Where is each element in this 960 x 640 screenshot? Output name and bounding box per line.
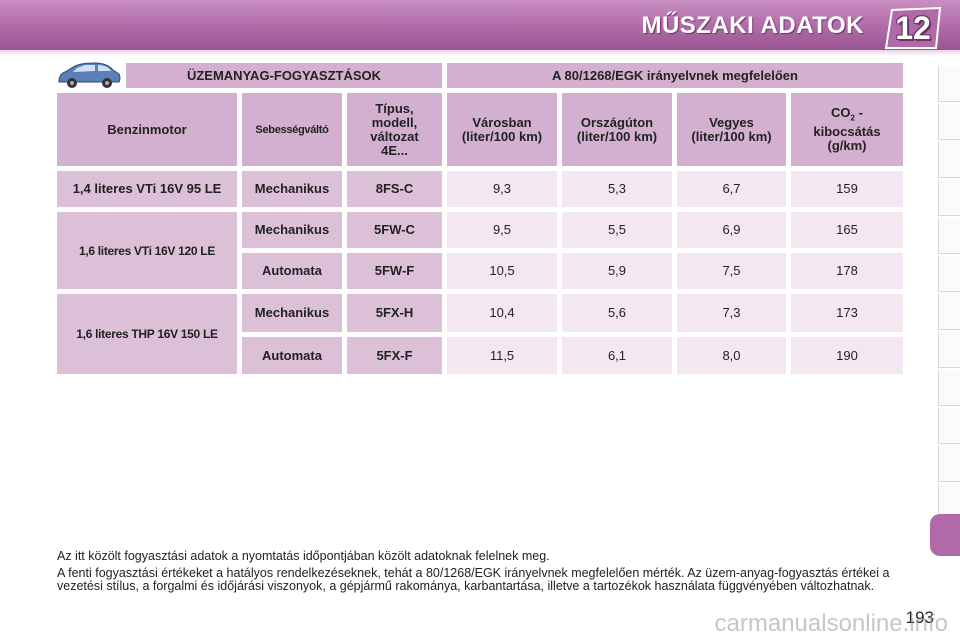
footer-note: Az itt közölt fogyasztási adatok a nyomt… [57, 549, 550, 563]
co2-suffix: - [855, 104, 863, 120]
table-row-co2: 159 [791, 171, 903, 207]
table-row-urban: 10,5 [447, 253, 557, 289]
watermark: carmanualsonline.info [714, 610, 948, 637]
table-row-gearbox: Mechanikus [242, 212, 342, 248]
col-header-extra-line: Országúton [580, 114, 654, 130]
side-tab-active[interactable] [930, 514, 960, 556]
col-header-extra-line: (liter/100 km) [576, 128, 658, 144]
table-row-type: 5FW-C [347, 212, 442, 248]
chapter-badge-icon [884, 6, 942, 49]
co2-subscript: 2 [850, 113, 855, 123]
col-header-co2: CO2 - kibocsátás (g/km) [791, 93, 903, 166]
side-tab[interactable] [938, 370, 960, 406]
table-row-extra: 5,6 [562, 294, 672, 332]
side-tab[interactable] [938, 180, 960, 216]
engine-label: 1,6 literes THP 16V 150 LE [57, 294, 237, 374]
col-header-engine: Benzinmotor [57, 93, 237, 166]
col-header-combined-line: Vegyes [709, 114, 754, 130]
page-number: 193 [905, 608, 934, 627]
side-tab[interactable] [938, 256, 960, 292]
engine-label: 1,4 literes VTi 16V 95 LE [57, 171, 237, 207]
table-row-type: 8FS-C [347, 171, 442, 207]
table-row-type: 5FW-F [347, 253, 442, 289]
table-row-extra: 5,9 [562, 253, 672, 289]
col-header-type: Típus, modell, változat 4E... [347, 93, 442, 166]
col-header-urban: Városban (liter/100 km) [447, 93, 557, 166]
col-header-extra-urban: Országúton (liter/100 km) [562, 93, 672, 166]
side-tab[interactable] [938, 66, 960, 102]
engine-label: 1,6 literes VTi 16V 120 LE [57, 212, 237, 289]
group-header-directive: A 80/1268/EGK irányelvnek megfelelően [447, 63, 903, 88]
table-row-urban: 10,4 [447, 294, 557, 332]
car-icon [58, 62, 121, 88]
table-row-urban: 9,3 [447, 171, 557, 207]
table-row-extra: 5,3 [562, 171, 672, 207]
table-row-gearbox: Mechanikus [242, 294, 342, 332]
chapter-number: 12 [895, 10, 931, 46]
col-header-type-line: modell, [371, 114, 418, 130]
page-title: MŰSZAKI ADATOK [641, 12, 864, 39]
co2-prefix: CO [831, 104, 851, 120]
footer-note: A fenti fogyasztási értékeket a hatályos… [57, 566, 890, 593]
side-tab[interactable] [938, 104, 960, 140]
header-band [0, 0, 960, 50]
col-header-urban-line: Városban [472, 114, 532, 130]
group-header-consumption: ÜZEMANYAG-FOGYASZTÁSOK [126, 63, 442, 88]
table-row-gearbox: Mechanikus [242, 171, 342, 207]
col-header-type-line: 4E... [381, 142, 408, 158]
side-tab[interactable] [938, 332, 960, 368]
table-row-combined: 7,3 [677, 294, 786, 332]
col-header-combined-line: (liter/100 km) [691, 128, 772, 144]
side-tab[interactable] [938, 142, 960, 178]
table-row-combined: 6,9 [677, 212, 786, 248]
col-header-type-line: változat [370, 128, 419, 144]
col-header-co2-line: (g/km) [827, 138, 867, 154]
table-row-urban: 9,5 [447, 212, 557, 248]
header-band-fade [0, 50, 960, 56]
side-tab[interactable] [938, 408, 960, 444]
table-row-extra: 5,5 [562, 212, 672, 248]
col-header-combined: Vegyes (liter/100 km) [677, 93, 786, 166]
table-row-extra: 6,1 [562, 337, 672, 374]
table-row-type: 5FX-F [347, 337, 442, 374]
side-tab-strip [930, 66, 960, 586]
side-tab[interactable] [938, 218, 960, 254]
col-header-co2-line: CO2 - [831, 104, 863, 126]
table-row-type: 5FX-H [347, 294, 442, 332]
col-header-urban-line: (liter/100 km) [461, 128, 543, 144]
table-row-co2: 190 [791, 337, 903, 374]
col-header-co2-line: kibocsátás [813, 124, 881, 140]
table-row-combined: 6,7 [677, 171, 786, 207]
table-row-gearbox: Automata [242, 337, 342, 374]
table-row-combined: 8,0 [677, 337, 786, 374]
table-row-urban: 11,5 [447, 337, 557, 374]
table-row-gearbox: Automata [242, 253, 342, 289]
table-row-co2: 178 [791, 253, 903, 289]
table-row-combined: 7,5 [677, 253, 786, 289]
side-tab[interactable] [938, 294, 960, 330]
table-row-co2: 165 [791, 212, 903, 248]
col-header-type-line: Típus, [375, 100, 414, 116]
table-row-co2: 173 [791, 294, 903, 332]
col-header-gearbox: Sebességváltó [242, 93, 342, 166]
side-tab[interactable] [938, 446, 960, 482]
